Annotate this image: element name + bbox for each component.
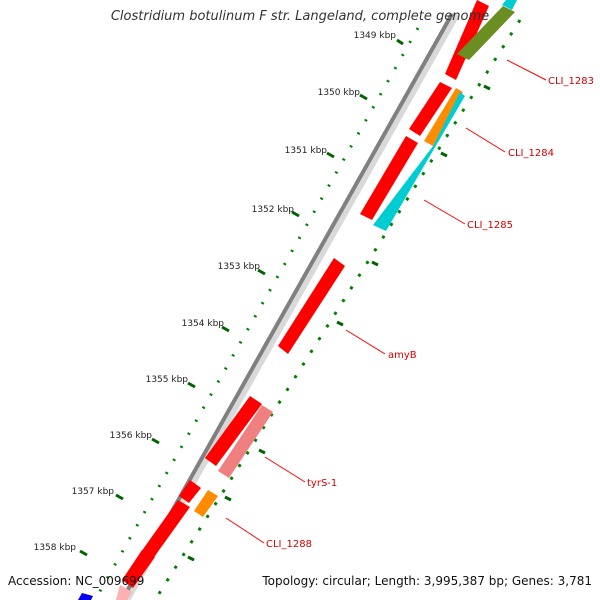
- genome-title: Clostridium botulinum F str. Langeland, …: [110, 9, 490, 24]
- cds-feature-pink-faint: [116, 585, 132, 600]
- gene-label: CLI_1288: [266, 539, 312, 550]
- gene-label: amyB: [388, 350, 417, 361]
- cds-feature-orange: [194, 490, 218, 517]
- kbp-label: 1351 kbp: [285, 146, 328, 156]
- kbp-label: 1353 kbp: [218, 262, 261, 272]
- topology-text: Topology: circular; Length: 3,995,387 bp…: [262, 574, 592, 588]
- gene-labels: CLI_1283 CLI_1284 CLI_1285 amyB tyrS-1 C…: [266, 76, 594, 550]
- kbp-label: 1356 kbp: [110, 431, 153, 441]
- kbp-major-ticks: [79, 38, 404, 557]
- gene-label: CLI_1284: [508, 148, 554, 159]
- kbp-label: 1350 kbp: [318, 88, 361, 98]
- kbp-label: 1358 kbp: [34, 543, 77, 553]
- cds-feature-orange: [424, 88, 463, 146]
- cds-feature-teal: [502, 0, 517, 10]
- cds-feature: [445, 0, 489, 80]
- cds-features-reverse: [122, 0, 489, 588]
- kbp-label: 1354 kbp: [182, 319, 225, 329]
- cds-feature: [278, 258, 345, 354]
- cds-feature-blue: [78, 593, 93, 600]
- cds-feature: [141, 500, 190, 560]
- cds-feature: [360, 136, 418, 220]
- cds-feature: [179, 480, 201, 503]
- outer-dotted-ring: [153, 19, 522, 600]
- kbp-label: 1352 kbp: [252, 205, 295, 215]
- outer-ring-ticks: [187, 84, 491, 562]
- gene-label: CLI_1283: [548, 76, 594, 87]
- cds-feature: [409, 82, 452, 136]
- cds-feature-olive: [457, 6, 515, 60]
- cds-feature: [122, 550, 155, 588]
- gene-label-leaders: [225, 59, 547, 544]
- kbp-label: 1349 kbp: [354, 31, 397, 41]
- cds-feature-pink: [218, 405, 273, 478]
- kbp-labels: 1349 kbp 1350 kbp 1351 kbp 1352 kbp 1353…: [34, 31, 397, 553]
- cds-features-forward: [78, 0, 517, 600]
- kbp-label: 1355 kbp: [146, 375, 189, 385]
- gene-label: tyrS-1: [307, 478, 337, 489]
- kbp-scale-dotted-ring: [93, 27, 420, 600]
- cds-feature-cyan: [373, 92, 465, 231]
- cds-feature: [205, 396, 262, 466]
- kbp-label: 1357 kbp: [72, 487, 115, 497]
- gene-label: CLI_1285: [467, 220, 513, 231]
- accession-text: Accession: NC_009699: [8, 574, 145, 588]
